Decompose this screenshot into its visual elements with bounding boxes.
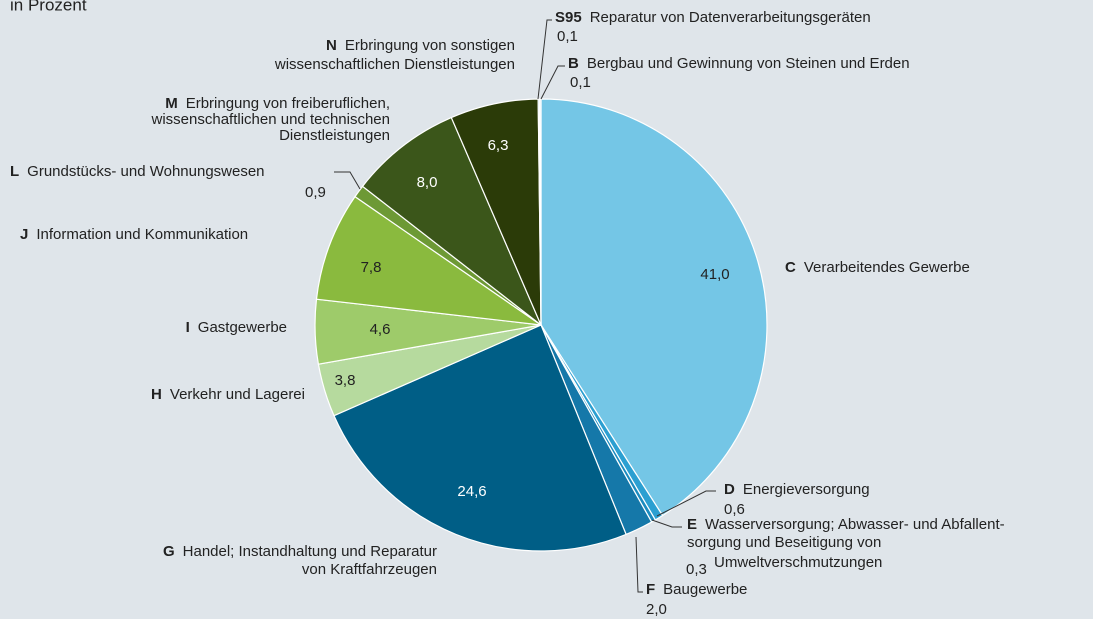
slice-label: L Grundstücks- und Wohnungswesen xyxy=(10,163,265,180)
value-label: 3,8 xyxy=(335,372,356,389)
value-label: 4,6 xyxy=(370,321,391,338)
category-name: Erbringung von freiberuflichen, xyxy=(186,95,390,112)
value-label: 8,0 xyxy=(417,174,438,191)
category-name: Bergbau und Gewinnung von Steinen und Er… xyxy=(587,55,910,72)
pie-slice xyxy=(540,98,768,517)
category-code: M xyxy=(165,95,178,112)
slice-label: H Verkehr und Lagerei xyxy=(151,386,305,403)
value-label: 24,6 xyxy=(457,483,486,500)
category-code: E xyxy=(687,516,697,533)
slice-label: N Erbringung von sonstigen xyxy=(326,37,515,54)
category-code: C xyxy=(785,259,796,276)
category-code: S95 xyxy=(555,9,582,26)
category-code: F xyxy=(646,581,655,598)
category-name: wissenschaftlichen Dienstleistungen xyxy=(274,56,515,73)
category-code: D xyxy=(724,481,735,498)
category-name: Dienstleistungen xyxy=(279,127,390,144)
category-code: G xyxy=(163,543,175,560)
pie-slice xyxy=(333,324,627,552)
slice-label: I Gastgewerbe xyxy=(186,319,287,336)
category-code: I xyxy=(186,319,190,336)
category-name: Verarbeitendes Gewerbe xyxy=(804,259,970,276)
leader-line xyxy=(334,171,361,190)
category-name: Wasserversorgung; Abwasser- und Abfallen… xyxy=(705,516,1005,533)
category-name: wissenschaftlichen und technischen xyxy=(151,111,390,128)
value-label: 41,0 xyxy=(700,266,729,283)
category-name: von Kraftfahrzeugen xyxy=(302,561,437,578)
category-code: J xyxy=(20,226,28,243)
value-label: 7,8 xyxy=(361,259,382,276)
slice-label: F Baugewerbe xyxy=(646,581,747,598)
leader-line xyxy=(537,19,552,100)
slice-label: C Verarbeitendes Gewerbe xyxy=(785,259,970,276)
leader-line xyxy=(540,65,565,100)
category-name: sorgung und Beseitigung von xyxy=(687,534,881,551)
category-name: Reparatur von Datenverarbeitungsgeräten xyxy=(590,9,871,26)
pie-slice xyxy=(538,98,542,326)
slice-label: M Erbringung von freiberuflichen, xyxy=(165,95,390,112)
slice-label: G Handel; Instandhaltung und Reparatur xyxy=(163,543,437,560)
category-name: Erbringung von sonstigen xyxy=(345,37,515,54)
category-code: B xyxy=(568,55,579,72)
slice-label: E Wasserversorgung; Abwasser- und Abfalle… xyxy=(687,516,1005,533)
slice-label: D Energieversorgung xyxy=(724,481,870,498)
category-name: Gastgewerbe xyxy=(198,319,287,336)
category-code: N xyxy=(326,37,337,54)
category-code: H xyxy=(151,386,162,403)
category-name: Information und Kommunikation xyxy=(36,226,248,243)
category-code: L xyxy=(10,163,19,180)
slice-label: J Information und Kommunikation xyxy=(20,226,248,243)
leader-line xyxy=(651,519,682,528)
value-label: 0,3 xyxy=(686,561,707,578)
value-label: 0,1 xyxy=(570,74,591,91)
pie-slice xyxy=(315,195,542,326)
slice-label: S95 Reparatur von Datenverarbeitungsgerät… xyxy=(555,9,871,26)
category-name: Verkehr und Lagerei xyxy=(170,386,305,403)
value-label: 2,0 xyxy=(646,601,667,618)
slice-label: B Bergbau und Gewinnung von Steinen und E… xyxy=(568,55,910,72)
category-name: Umweltverschmutzungen xyxy=(714,554,882,571)
category-name: Energieversorgung xyxy=(743,481,870,498)
pie-slice xyxy=(361,116,542,326)
leader-line xyxy=(656,490,716,517)
value-label: 0,6 xyxy=(724,501,745,518)
category-name: Grundstücks- und Wohnungswesen xyxy=(27,163,264,180)
value-label: 0,1 xyxy=(557,28,578,45)
value-label: 0,9 xyxy=(305,184,326,201)
category-name: Handel; Instandhaltung und Reparatur xyxy=(183,543,437,560)
category-name: Baugewerbe xyxy=(663,581,747,598)
value-label: 6,3 xyxy=(488,137,509,154)
leader-line xyxy=(635,536,643,593)
chart-subtitle: in Prozent xyxy=(10,0,87,14)
